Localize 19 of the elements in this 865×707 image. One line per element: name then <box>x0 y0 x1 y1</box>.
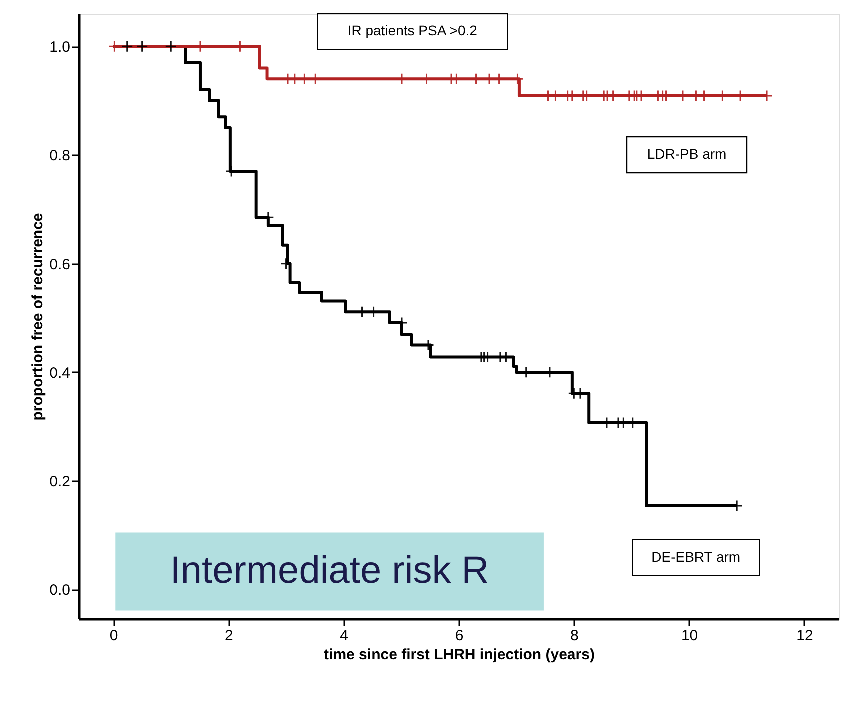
annotation: DE-EBRT arm <box>652 548 741 565</box>
x-tick-label: 0 <box>110 628 118 644</box>
x-axis-title: time since first LHRH injection (years) <box>324 646 595 664</box>
y-tick-label: 0.4 <box>50 364 70 382</box>
y-tick-label: 0.2 <box>50 474 70 491</box>
annotation: LDR-PB arm <box>647 146 727 162</box>
x-tick-label: 6 <box>455 628 464 644</box>
annotation: IR patients PSA >0.2 <box>348 22 478 39</box>
y-tick-label: 0.0 <box>50 582 70 600</box>
y-axis-title: proportion free of recurrence <box>30 213 47 421</box>
y-tick-label: 0.8 <box>50 148 70 165</box>
x-tick-label: 4 <box>340 628 349 644</box>
x-tick-label: 10 <box>681 628 698 644</box>
x-tick-label: 12 <box>796 628 814 644</box>
x-tick-label: 2 <box>225 628 234 644</box>
x-tick-label: 8 <box>570 628 579 644</box>
y-tick-label: 0.6 <box>50 256 70 274</box>
annotation: Intermediate risk R <box>170 550 490 592</box>
y-tick-label: 1.0 <box>50 39 70 56</box>
